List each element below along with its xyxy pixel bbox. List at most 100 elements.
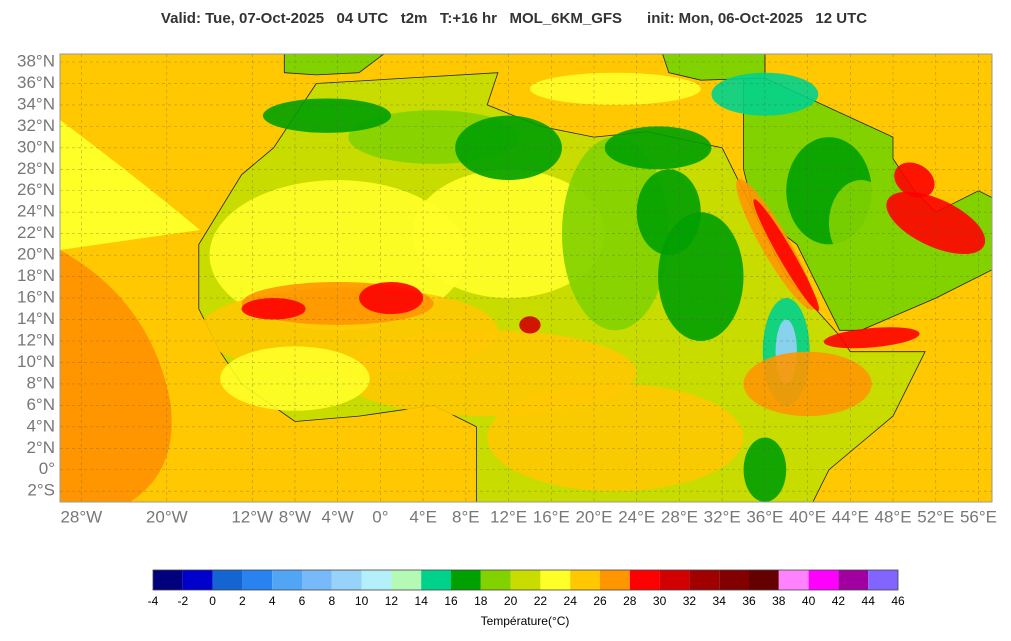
lat-tick-label: 26°N [17,180,55,199]
colorbar-swatch [868,570,898,590]
colorbar-swatch [629,570,660,590]
ocean-mild [60,120,200,250]
colorbar-tick-label: 26 [593,594,607,608]
temperature-zone [743,351,872,417]
colorbar-swatch [480,570,511,590]
map-area [60,54,992,502]
lon-tick-label: 12°W [231,507,273,526]
colorbar-tick-label: 18 [474,594,488,608]
map-frame [59,53,993,503]
colorbar-tick-label: 12 [385,594,399,608]
land [283,54,385,76]
colorbar-tick-label: 22 [534,594,548,608]
colorbar-tick-label: -4 [148,594,159,608]
lat-tick-label: 32°N [17,116,55,135]
colorbar-swatch [153,570,183,590]
colorbar-tick-label: 10 [355,594,369,608]
temperature-zone [455,115,562,181]
colorbar-tick-label: 30 [653,594,667,608]
colorbar-tick-label: 34 [713,594,727,608]
temperature-zone [519,316,541,334]
lon-tick-label: 20°E [575,507,612,526]
temperature-zone [359,281,424,315]
lon-tick-label: 0° [372,507,388,526]
lat-tick-label: 2°S [27,481,55,500]
lat-tick-label: 0° [39,459,55,478]
colorbar-title: Température(°C) [481,614,570,628]
lat-tick-label: 24°N [17,202,55,221]
colorbar-swatch [570,570,600,590]
colorbar-swatch [749,570,779,590]
lon-tick-label: 56°E [960,507,997,526]
temperature-zone [604,126,712,170]
colorbar-tick-label: 32 [683,594,697,608]
temperature-zone [828,180,894,266]
lon-tick-label: 24°E [618,507,655,526]
colorbar-swatch [778,570,809,590]
colorbar-tick-label: 44 [862,594,876,608]
colorbar: -4 -2 0 2 4 6 8 10 12 14 16 18 20 22 24 26 28 30 32 34 36 38 4… [148,569,905,608]
colorbar-swatch [689,570,720,590]
colorbar-tick-label: 38 [772,594,786,608]
colorbar-swatch [659,570,690,590]
lat-tick-label: 4°N [26,416,55,435]
colorbar-tick-label: 36 [742,594,756,608]
colorbar-swatch [361,570,392,590]
temperature-zone [220,346,370,411]
lon-tick-label: 28°W [60,507,102,526]
lon-tick-label: 4°W [322,507,354,526]
map-title: Valid: Tue, 07-Oct-2025 04 UTC t2m T:+16… [161,10,867,27]
lat-tick-label: 8°N [26,373,55,392]
colorbar-tick-label: 42 [832,594,846,608]
lat-tick-label: 22°N [17,223,55,242]
lat-tick-label: 28°N [17,159,55,178]
colorbar-swatch [838,570,869,590]
lat-tick-label: 12°N [17,330,55,349]
temperature-zone [711,72,819,116]
lon-tick-label: 32°E [704,507,741,526]
colorbar-swatch [719,570,749,590]
lat-tick-label: 20°N [17,245,55,264]
lat-tick-label: 34°N [17,94,55,113]
colorbar-tick-label: 14 [415,594,429,608]
lon-tick-label: 12°E [490,507,527,526]
lon-tick-label: 52°E [917,507,954,526]
colorbar-swatch [540,570,571,590]
colorbar-swatch [212,570,243,590]
temperature-zone [487,383,744,492]
lat-tick-label: 18°N [17,266,55,285]
lat-tick-label: 36°N [17,73,55,92]
lon-tick-label: 48°E [875,507,912,526]
colorbar-tick-label: 8 [328,594,335,608]
colorbar-frame [152,569,899,591]
colorbar-tick-label: 2 [239,594,246,608]
colorbar-swatch [242,570,273,590]
temperature-zone [241,298,306,320]
lon-tick-label: 20°W [146,507,188,526]
lat-tick-label: 30°N [17,137,55,156]
colorbar-swatch [808,570,839,590]
colorbar-swatch [510,570,541,590]
colorbar-tick-label: -2 [177,594,188,608]
colorbar-tick-label: 0 [209,594,216,608]
lon-tick-label: 16°E [533,507,570,526]
temperature-zone [894,162,935,198]
temperature-zone [412,169,605,299]
temperature-zone [561,137,669,331]
colorbar-tick-label: 40 [802,594,816,608]
temperature-zone [262,98,392,133]
lon-tick-label: 4°E [409,507,437,526]
lon-tick-label: 40°E [789,507,826,526]
colorbar-tick-label: 24 [564,594,578,608]
lon-tick-label: 8°W [279,507,311,526]
temperature-zone [753,199,820,312]
lat-tick-label: 2°N [26,438,55,457]
lat-tick-label: 16°N [17,288,55,307]
colorbar-swatch [182,570,213,590]
temperature-zone [743,437,787,502]
temperature-zone [823,327,920,349]
colorbar-tick-label: 28 [623,594,637,608]
colorbar-swatch [331,570,362,590]
lat-tick-label: 14°N [17,309,55,328]
